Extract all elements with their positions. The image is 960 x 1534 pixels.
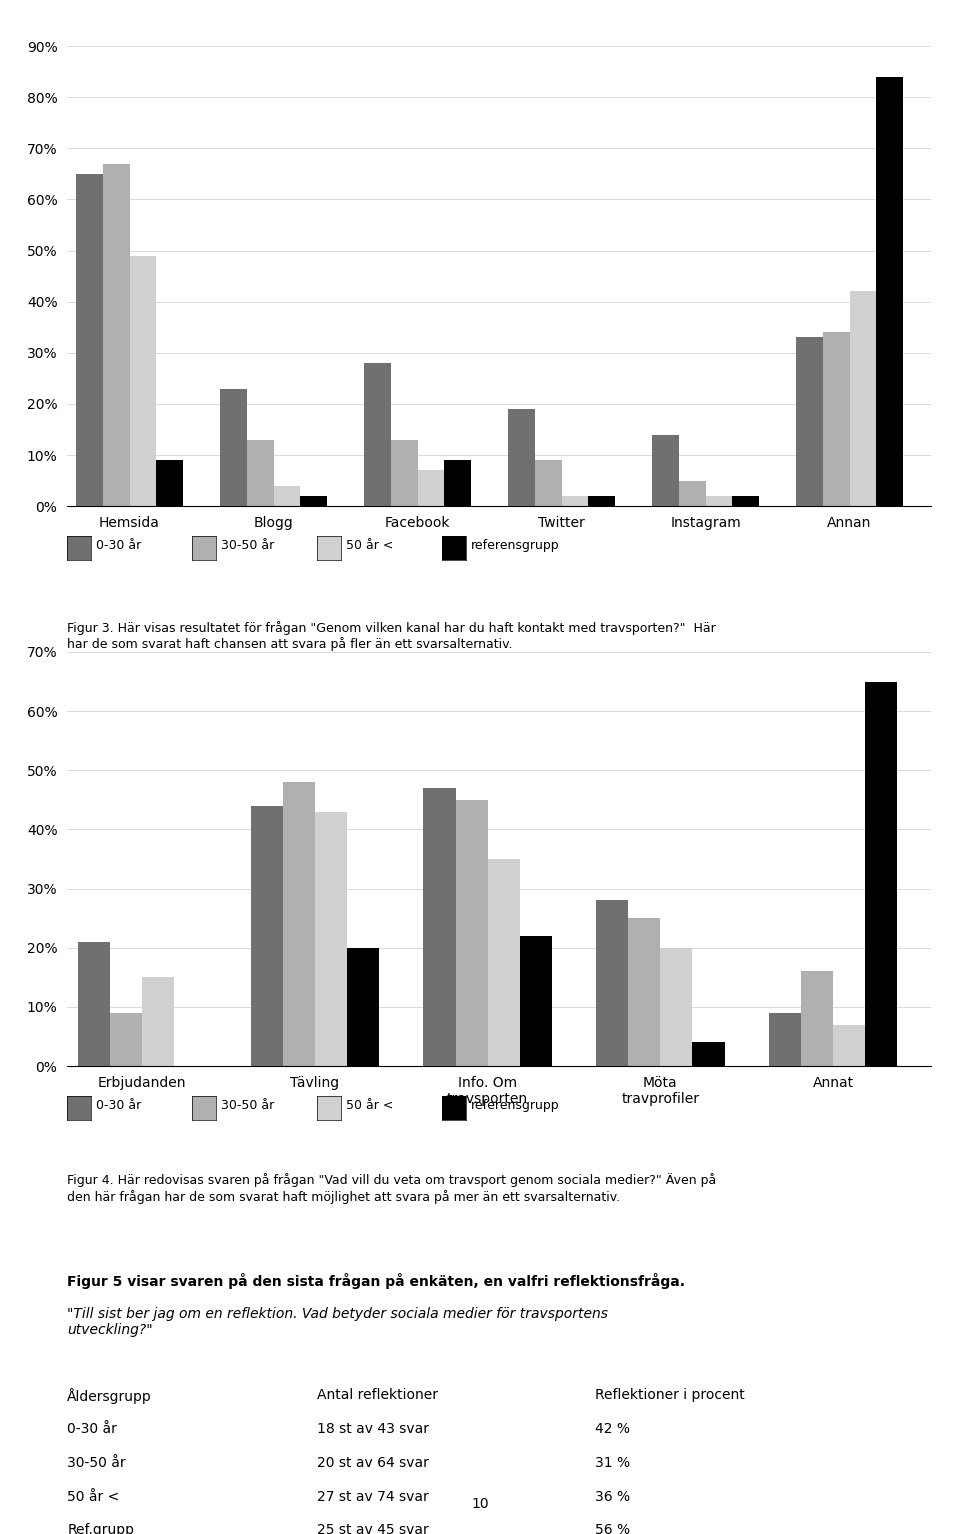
Text: 0-30 år: 0-30 år bbox=[67, 1422, 117, 1436]
Bar bbox=[692, 1043, 725, 1066]
Text: 31 %: 31 % bbox=[595, 1456, 631, 1470]
Text: 30-50 år: 30-50 år bbox=[221, 540, 274, 552]
Bar bbox=[300, 495, 327, 506]
Bar bbox=[76, 173, 103, 506]
Text: 27 st av 74 svar: 27 st av 74 svar bbox=[317, 1490, 428, 1503]
Text: 0-30 år: 0-30 år bbox=[96, 540, 141, 552]
Text: 25 st av 45 svar: 25 st av 45 svar bbox=[317, 1523, 428, 1534]
Text: Reflektioner i procent: Reflektioner i procent bbox=[595, 1388, 745, 1402]
Bar bbox=[78, 942, 110, 1066]
Bar bbox=[796, 337, 823, 506]
Bar bbox=[488, 859, 519, 1066]
Bar bbox=[347, 948, 379, 1066]
Bar bbox=[652, 434, 679, 506]
Bar bbox=[629, 919, 660, 1066]
Bar bbox=[364, 364, 391, 506]
Bar bbox=[706, 495, 732, 506]
Bar bbox=[423, 788, 456, 1066]
Bar bbox=[596, 900, 629, 1066]
Bar bbox=[251, 805, 283, 1066]
Text: 50 år <: 50 år < bbox=[346, 540, 393, 552]
Text: 50 år <: 50 år < bbox=[67, 1490, 119, 1503]
Bar bbox=[391, 440, 418, 506]
Bar bbox=[802, 971, 833, 1066]
Bar bbox=[274, 486, 300, 506]
Bar bbox=[508, 410, 535, 506]
Bar bbox=[418, 471, 444, 506]
Text: Figur 4. Här redovisas svaren på frågan "Vad vill du veta om travsport genom soc: Figur 4. Här redovisas svaren på frågan … bbox=[67, 1174, 716, 1204]
Text: Ref.grupp: Ref.grupp bbox=[67, 1523, 134, 1534]
Bar bbox=[588, 495, 615, 506]
Bar bbox=[247, 440, 274, 506]
Text: 50 år <: 50 år < bbox=[346, 1100, 393, 1112]
Bar bbox=[456, 799, 488, 1066]
Text: Åldersgrupp: Åldersgrupp bbox=[67, 1388, 152, 1404]
Text: 56 %: 56 % bbox=[595, 1523, 631, 1534]
Bar bbox=[679, 480, 706, 506]
Text: 0-30 år: 0-30 år bbox=[96, 1100, 141, 1112]
Text: Figur 3. Här visas resultatet för frågan "Genom vilken kanal har du haft kontakt: Figur 3. Här visas resultatet för frågan… bbox=[67, 621, 716, 652]
Bar bbox=[562, 495, 588, 506]
Bar bbox=[823, 333, 850, 506]
Bar bbox=[130, 256, 156, 506]
Text: 20 st av 64 svar: 20 st av 64 svar bbox=[317, 1456, 429, 1470]
Bar bbox=[220, 388, 247, 506]
Text: "Till sist ber jag om en reflektion. Vad betyder sociala medier för travsportens: "Till sist ber jag om en reflektion. Vad… bbox=[67, 1307, 609, 1338]
Text: 36 %: 36 % bbox=[595, 1490, 631, 1503]
Text: 30-50 år: 30-50 år bbox=[221, 1100, 274, 1112]
Bar bbox=[142, 977, 174, 1066]
Bar bbox=[769, 1012, 802, 1066]
Bar bbox=[660, 948, 692, 1066]
Bar bbox=[519, 936, 552, 1066]
Text: referensgrupp: referensgrupp bbox=[470, 540, 559, 552]
Bar bbox=[732, 495, 759, 506]
Text: Figur 5 visar svaren på den sista frågan på enkäten, en valfri reflektionsfråga.: Figur 5 visar svaren på den sista frågan… bbox=[67, 1273, 685, 1289]
Bar bbox=[833, 1025, 865, 1066]
Text: 18 st av 43 svar: 18 st av 43 svar bbox=[317, 1422, 429, 1436]
Bar bbox=[283, 782, 315, 1066]
Bar bbox=[110, 1012, 142, 1066]
Bar bbox=[315, 811, 347, 1066]
Bar bbox=[156, 460, 183, 506]
Text: referensgrupp: referensgrupp bbox=[470, 1100, 559, 1112]
Bar bbox=[444, 460, 471, 506]
Text: 10: 10 bbox=[471, 1497, 489, 1511]
Bar bbox=[535, 460, 562, 506]
Bar bbox=[876, 77, 903, 506]
Bar bbox=[103, 164, 130, 506]
Bar bbox=[865, 681, 898, 1066]
Text: 30-50 år: 30-50 år bbox=[67, 1456, 126, 1470]
Bar bbox=[850, 291, 876, 506]
Text: 42 %: 42 % bbox=[595, 1422, 630, 1436]
Text: Antal reflektioner: Antal reflektioner bbox=[317, 1388, 438, 1402]
